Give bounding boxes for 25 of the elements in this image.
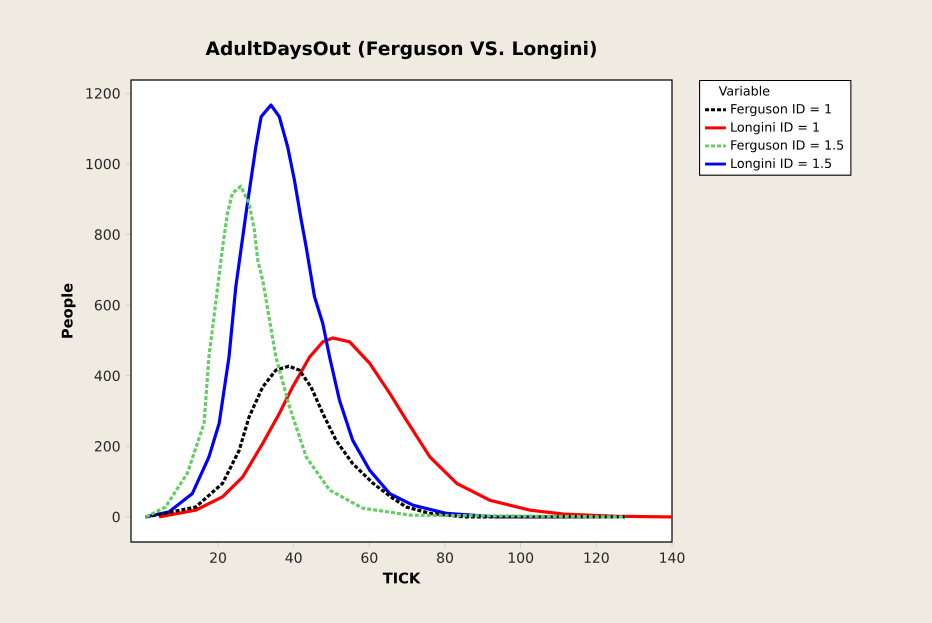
chart-title: AdultDaysOut (Ferguson VS. Longini) — [206, 40, 596, 60]
y-tick-label: 600 — [94, 300, 120, 310]
y-tick-label: 200 — [94, 441, 120, 452]
y-axis-title: People — [61, 284, 76, 338]
legend-label: Ferguson ID = 1 — [731, 104, 831, 116]
line-series — [144, 184, 628, 519]
x-tick-label: 120 — [584, 552, 609, 563]
x-tick-label: 80 — [437, 552, 453, 563]
x-tick-label: 140 — [660, 552, 684, 563]
x-tick-label: 60 — [361, 552, 378, 563]
y-tick-label: 0 — [112, 512, 120, 522]
y-tick-label: 800 — [94, 229, 120, 240]
legend-label: Longini ID = 1.5 — [731, 158, 832, 170]
x-tick-label: 20 — [210, 552, 226, 563]
x-tick-label: 40 — [285, 552, 302, 563]
y-tick-label: 1000 — [86, 158, 120, 170]
x-axis-title: TICK — [382, 572, 421, 584]
legend-label: Longini ID = 1 — [731, 122, 819, 134]
line-series — [157, 336, 672, 519]
line-series — [144, 364, 628, 519]
y-tick-label: 1200 — [86, 88, 120, 99]
x-tick-label: 100 — [508, 552, 534, 563]
legend-title: Variable — [718, 86, 770, 96]
legend-label: Ferguson ID = 1.5 — [731, 140, 844, 152]
y-tick-label: 400 — [94, 370, 120, 382]
